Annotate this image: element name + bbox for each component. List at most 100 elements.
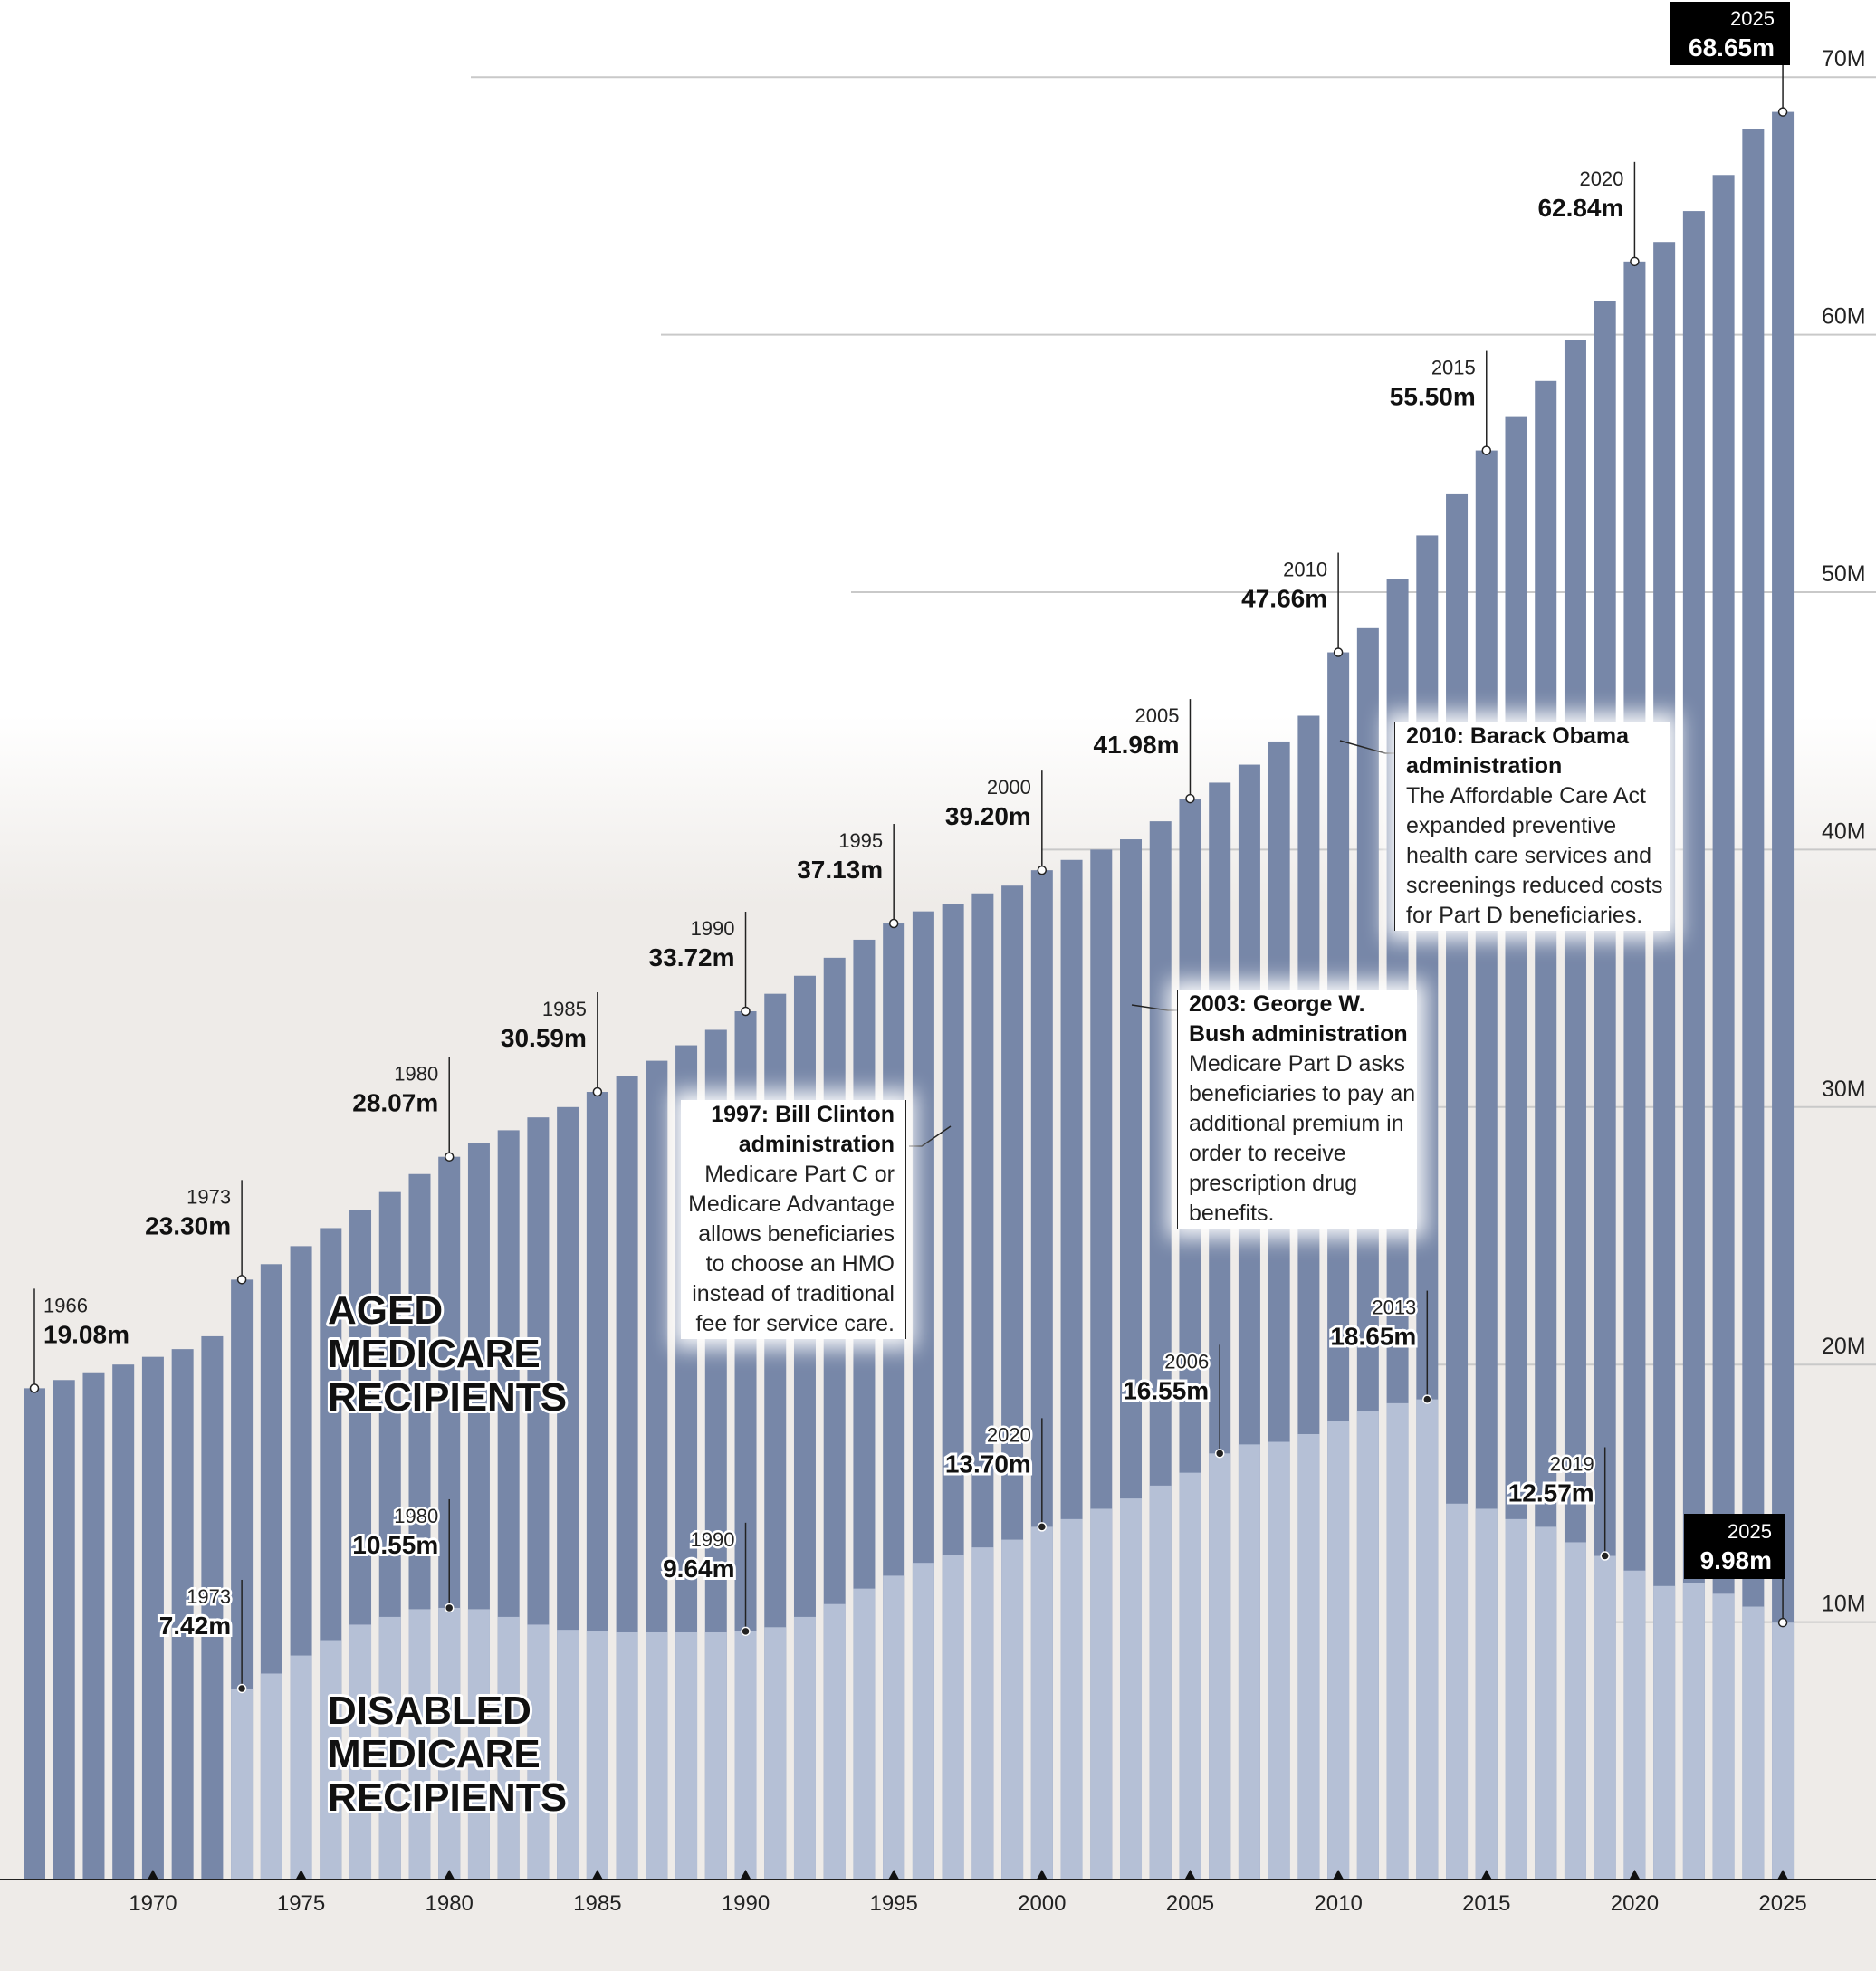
x-tick-marker-1995: [888, 1870, 900, 1880]
bar-disabled-1977: [349, 1624, 372, 1880]
dot-aged-2000: [1037, 865, 1048, 875]
dot-disabled-2025: [1777, 1617, 1788, 1628]
x-tick-marker-2000: [1036, 1870, 1048, 1880]
x-tick-2005: 2005: [1166, 1891, 1214, 1916]
dot-disabled-2006-2006: [1214, 1449, 1225, 1459]
callout-clinton-text: Medicare Part C or Medicare Advantage al…: [688, 1162, 895, 1336]
bar-aged-2024: [1742, 129, 1765, 1880]
ann-aged-value-2020: 62.84m: [1537, 194, 1623, 222]
highlight-box-aged-2025: [1670, 2, 1790, 65]
x-tick-marker-1980: [444, 1870, 455, 1880]
x-tick-1980: 1980: [426, 1891, 474, 1916]
y-tick-50M: 50M: [1822, 561, 1866, 587]
y-tick-20M: 20M: [1822, 1334, 1866, 1359]
ann-disabled-year-1980-1980: 1980: [394, 1505, 438, 1527]
bar-disabled-1984: [557, 1630, 579, 1880]
x-tick-1985: 1985: [573, 1891, 621, 1916]
ann-disabled-year-2006-2006: 2006: [1164, 1350, 1209, 1373]
bar-disabled-1993: [823, 1603, 846, 1880]
ann-aged-value-2025: 68.65m: [1689, 33, 1775, 62]
bar-disabled-2016: [1505, 1518, 1527, 1880]
bar-aged-1966: [24, 1388, 45, 1880]
bar-disabled-1988: [675, 1631, 698, 1880]
bar-disabled-2006: [1209, 1453, 1231, 1880]
highlight-box-disabled-2025: [1684, 1514, 1785, 1579]
ann-disabled-value-2013-2013: 18.65m: [1330, 1323, 1416, 1351]
bar-disabled-2009: [1297, 1433, 1320, 1880]
bar-disabled-1992: [793, 1616, 816, 1880]
bar-aged-1967: [53, 1380, 75, 1880]
ann-disabled-value-1980-1980: 10.55m: [352, 1531, 438, 1559]
x-tick-marker-2025: [1777, 1870, 1789, 1880]
dot-aged-1980: [444, 1152, 455, 1162]
dot-aged-2005: [1185, 793, 1195, 804]
x-tick-marker-2010: [1333, 1870, 1345, 1880]
x-tick-marker-2015: [1480, 1870, 1492, 1880]
series-label-aged-1: MEDICARE: [328, 1332, 541, 1376]
bar-disabled-2010: [1327, 1421, 1350, 1880]
bar-disabled-2002: [1090, 1508, 1113, 1880]
callout-obama-pointer: [1339, 740, 1394, 754]
dot-disabled-1980-1980: [444, 1603, 455, 1613]
dot-aged-2025: [1777, 107, 1788, 117]
dot-disabled-1973-1973: [236, 1683, 247, 1694]
series-label-aged-0: AGED: [328, 1288, 443, 1333]
bar-disabled-1975: [290, 1655, 312, 1880]
ann-disabled-value-2025: 9.98m: [1700, 1546, 1772, 1574]
bar-disabled-1991: [764, 1627, 787, 1880]
bar-disabled-1981: [467, 1609, 490, 1880]
bar-disabled-2015: [1475, 1508, 1498, 1880]
ann-aged-value-1973: 23.30m: [145, 1211, 231, 1239]
ann-aged-value-2000: 39.20m: [945, 802, 1031, 830]
ann-aged-year-2015: 2015: [1431, 357, 1476, 379]
series-label-aged-2: RECIPIENTS: [328, 1375, 567, 1420]
bar-disabled-1978: [378, 1616, 401, 1880]
ann-disabled-year-2025: 2025: [1728, 1520, 1772, 1543]
bar-disabled-2014: [1446, 1503, 1469, 1880]
bar-disabled-1974: [260, 1673, 282, 1880]
dot-disabled-1990-1990: [741, 1626, 751, 1637]
dot-aged-1973: [236, 1275, 247, 1285]
ann-disabled-year-2020-2000: 2020: [987, 1423, 1031, 1446]
x-tick-1975: 1975: [277, 1891, 325, 1916]
dot-aged-2015: [1481, 445, 1492, 455]
bar-aged-1968: [82, 1372, 105, 1880]
bar-disabled-1987: [646, 1631, 668, 1880]
callout-bush-text: Medicare Part D asks beneficiaries to pa…: [1189, 1051, 1416, 1226]
dot-aged-1990: [741, 1006, 751, 1017]
ann-aged-value-2015: 55.50m: [1390, 383, 1476, 411]
ann-aged-value-2010: 47.66m: [1241, 585, 1327, 613]
x-tick-marker-1985: [591, 1870, 603, 1880]
ann-disabled-value-1990-1990: 9.64m: [663, 1555, 734, 1583]
ann-aged-value-2005: 41.98m: [1094, 731, 1180, 759]
dot-disabled-2020-2000: [1037, 1522, 1048, 1532]
y-tick-10M: 10M: [1822, 1592, 1866, 1617]
ann-disabled-year-2013-2013: 2013: [1372, 1296, 1416, 1319]
bar-disabled-1983: [527, 1624, 550, 1880]
bar-aged-1969: [112, 1364, 135, 1880]
dot-aged-1995: [888, 918, 899, 929]
ann-disabled-value-2019-2019: 12.57m: [1508, 1479, 1594, 1507]
x-tick-2010: 2010: [1314, 1891, 1362, 1916]
ann-aged-year-1990: 1990: [691, 917, 735, 940]
bar-disabled-2011: [1356, 1411, 1379, 1880]
ann-aged-year-1966: 1966: [43, 1294, 88, 1316]
x-tick-marker-1990: [740, 1870, 751, 1880]
x-tick-2020: 2020: [1611, 1891, 1659, 1916]
ann-disabled-year-1990-1990: 1990: [691, 1528, 735, 1551]
ann-aged-value-1990: 33.72m: [649, 943, 735, 971]
callout-clinton-pointer: [909, 1125, 952, 1147]
x-tick-marker-2020: [1629, 1870, 1641, 1880]
dot-disabled-2013-2013: [1422, 1394, 1432, 1404]
bar-disabled-1982: [497, 1616, 520, 1880]
series-label-disabled-2: RECIPIENTS: [328, 1775, 567, 1820]
callout-bush-title: 2003: George W. Bush administration: [1189, 991, 1408, 1047]
bar-disabled-2018: [1564, 1542, 1586, 1880]
ann-disabled-year-2019-2019: 2019: [1550, 1453, 1594, 1476]
series-label-disabled-0: DISABLED: [328, 1689, 531, 1733]
ann-aged-year-2010: 2010: [1283, 559, 1327, 581]
bar-disabled-2007: [1238, 1444, 1260, 1880]
bar-disabled-1998: [972, 1547, 994, 1880]
ann-aged-value-1966: 19.08m: [43, 1320, 129, 1348]
